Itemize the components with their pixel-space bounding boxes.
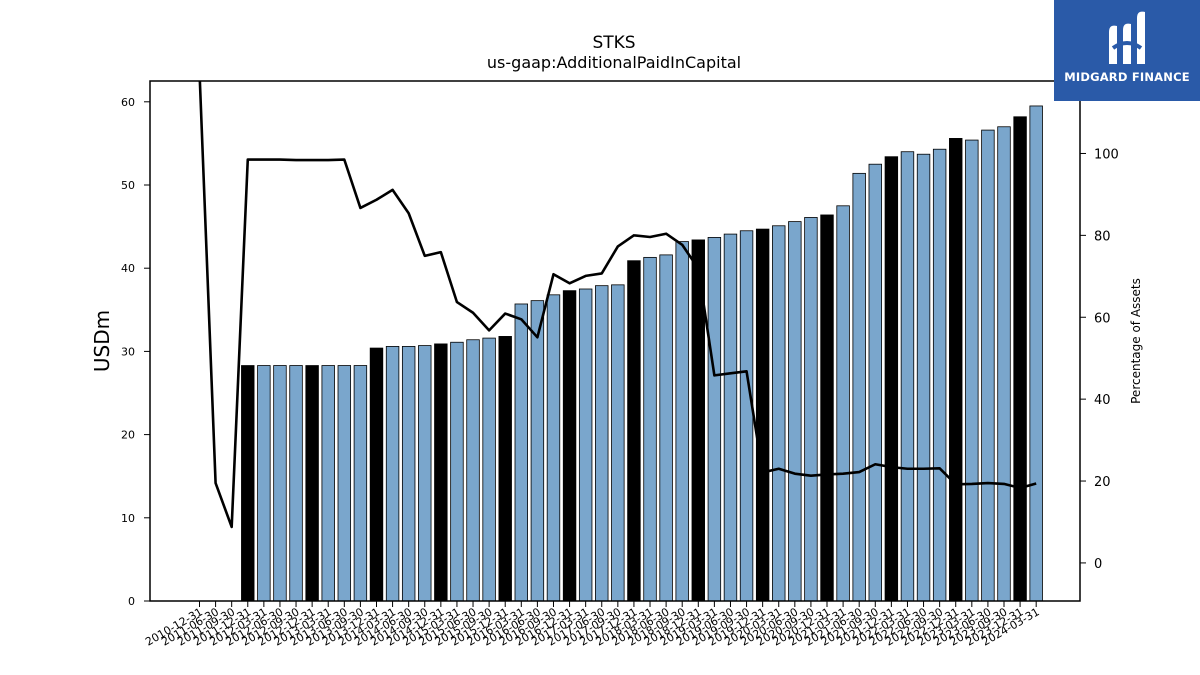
bar: [643, 256, 657, 602]
bar: [482, 337, 496, 602]
y-tick-label: 0: [128, 595, 135, 608]
y-tick-label: 40: [121, 262, 135, 275]
bar: [257, 365, 271, 602]
bar: [546, 294, 561, 602]
bar: [916, 153, 931, 602]
x-axis-ticks: 2010-12-312011-06-302011-09-302011-12-31…: [143, 601, 1042, 649]
bar: [562, 290, 577, 602]
bar: [852, 172, 866, 602]
bar: [369, 347, 384, 602]
bar: [498, 336, 512, 602]
bar: [1029, 105, 1043, 602]
y2-tick-label: 20: [1094, 475, 1111, 490]
bar: [401, 346, 416, 602]
chart-subtitle: us-gaap:AdditionalPaidInCapital: [487, 53, 741, 72]
bar: [434, 343, 448, 602]
bar: [337, 365, 352, 602]
bar: [804, 217, 818, 602]
bar: [1013, 116, 1027, 602]
bar-series: [241, 105, 1043, 602]
y2-axis-ticks: 0 20 40 60 80 100: [1080, 147, 1119, 572]
brand-logo: MIDGARD FINANCE: [1054, 0, 1200, 101]
bar: [385, 346, 400, 602]
bar: [981, 129, 995, 602]
y2-tick-label: 100: [1094, 147, 1119, 162]
bar: [868, 163, 882, 602]
bar: [707, 237, 722, 602]
bar: [659, 254, 673, 602]
y-axis-ticks: 0 10 20 30 40 50 60: [121, 96, 150, 608]
bar: [836, 205, 850, 602]
bar: [627, 260, 641, 602]
bar: [675, 241, 689, 602]
y-tick-label: 10: [121, 512, 135, 525]
plot-frame: [149, 80, 1081, 602]
bar: [611, 284, 625, 602]
bar: [788, 221, 802, 602]
y2-axis-label: Percentage of Assets: [1129, 278, 1143, 404]
bar: [772, 225, 786, 602]
bar: [820, 214, 834, 602]
bar: [321, 365, 335, 602]
y-axis-label: USDm: [90, 310, 114, 372]
percentage-line: [198, 81, 1037, 529]
bar: [932, 148, 947, 602]
y-tick-label: 30: [121, 345, 135, 358]
bar: [450, 341, 464, 602]
brand-name: MIDGARD FINANCE: [1064, 70, 1190, 84]
midgard-logo-icon: [1109, 11, 1145, 65]
bar: [755, 228, 770, 602]
bar: [965, 139, 979, 602]
bar: [900, 151, 915, 602]
y2-tick-label: 40: [1094, 393, 1111, 408]
bar: [949, 138, 963, 602]
bar: [418, 345, 432, 602]
bar: [466, 339, 480, 602]
bar: [353, 365, 368, 602]
bar: [273, 365, 287, 602]
y-tick-label: 50: [121, 179, 135, 192]
y2-tick-label: 80: [1094, 229, 1111, 244]
bar: [530, 300, 545, 602]
bar: [739, 230, 754, 602]
bar: [595, 285, 609, 602]
bar: [514, 303, 529, 602]
chart-title: STKS: [592, 33, 635, 53]
y2-tick-label: 60: [1094, 311, 1111, 326]
bar: [289, 365, 303, 602]
bar: [305, 365, 319, 602]
y-tick-label: 60: [121, 96, 135, 109]
bar: [884, 156, 899, 602]
bar: [723, 233, 738, 602]
bar: [997, 126, 1011, 602]
y-tick-label: 20: [121, 429, 135, 442]
bar: [241, 365, 255, 602]
bar: [578, 288, 593, 602]
y2-tick-label: 0: [1094, 557, 1102, 572]
